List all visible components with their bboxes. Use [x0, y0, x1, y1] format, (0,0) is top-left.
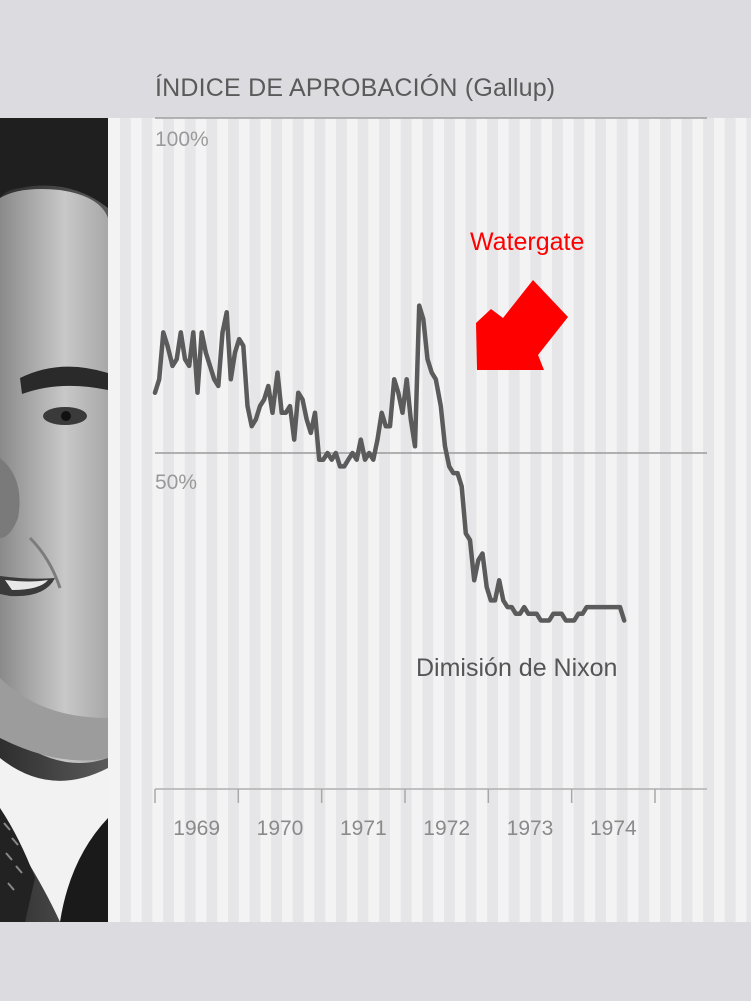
x-tick-label: 1973 — [507, 817, 554, 840]
watergate-arrow — [476, 280, 568, 370]
x-tick-label: 1969 — [173, 817, 220, 840]
grid-stripe — [206, 118, 218, 922]
grid-stripe — [595, 118, 606, 922]
resignation-annotation: Dimisión de Nixon — [416, 654, 617, 682]
grid-stripe — [616, 118, 628, 922]
grid-stripe — [249, 118, 261, 922]
x-tick-label: 1974 — [590, 817, 637, 840]
grid-stripe — [228, 118, 239, 922]
grid-stripe — [292, 118, 304, 922]
grid-stripe — [638, 118, 650, 922]
grid-stripe — [120, 118, 131, 922]
grid-stripe — [724, 118, 736, 922]
grid-stripe — [163, 118, 174, 922]
grid-stripe — [746, 118, 751, 922]
nixon-portrait — [0, 118, 108, 922]
grid-stripe — [465, 118, 477, 922]
grid-stripe — [660, 118, 671, 922]
chart-title: ÍNDICE DE APROBACIÓN (Gallup) — [155, 74, 556, 102]
y-label-100: 100% — [155, 128, 209, 151]
grid-stripe — [184, 118, 196, 922]
grid-stripe — [703, 118, 714, 922]
grid-stripe — [530, 118, 542, 922]
grid-stripe — [357, 118, 369, 922]
grid-stripe — [271, 118, 282, 922]
x-ticks: 1969 1970 1971 1972 1973 1974 — [154, 789, 656, 840]
grid-stripe — [336, 118, 347, 922]
x-tick-label: 1972 — [423, 817, 470, 840]
grid-stripe — [552, 118, 563, 922]
grid-stripe — [508, 118, 520, 922]
grid-stripe — [487, 118, 498, 922]
grid-stripe — [422, 118, 434, 922]
grid-stripes — [120, 118, 751, 922]
y-label-50: 50% — [155, 471, 197, 494]
x-tick-label: 1970 — [257, 817, 304, 840]
approval-rating-line — [152, 303, 627, 623]
grid-stripe — [681, 118, 693, 922]
grid-stripe — [379, 118, 390, 922]
x-tick-label: 1971 — [340, 817, 387, 840]
grid-stripe — [141, 118, 153, 922]
watergate-annotation: Watergate — [470, 228, 584, 256]
grid-stripe — [400, 118, 412, 922]
grid-stripe — [573, 118, 585, 922]
grid-stripe — [314, 118, 326, 922]
grid-stripe — [444, 118, 455, 922]
